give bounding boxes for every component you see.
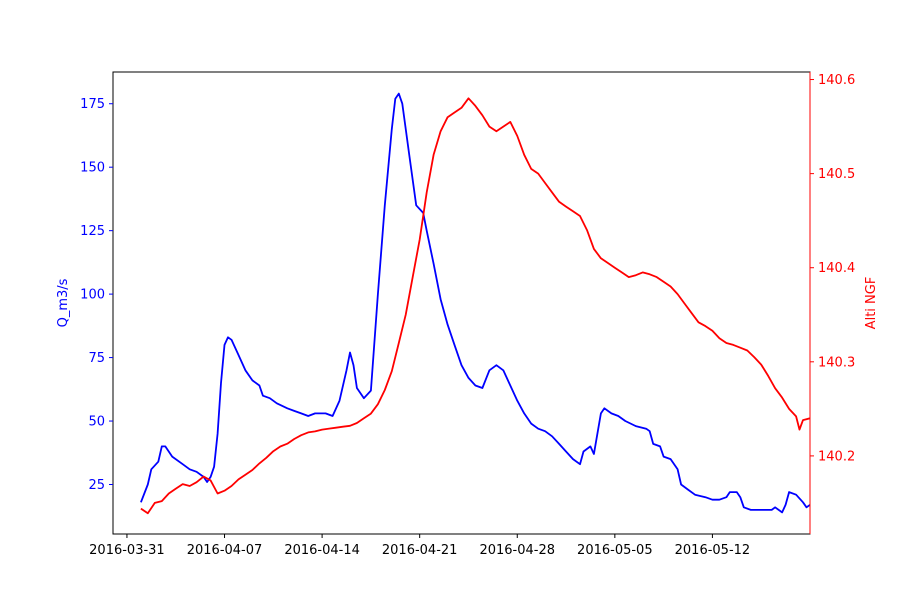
left-y-axis-label: Q_m3/s — [56, 278, 71, 327]
discharge-series-line — [140, 92, 810, 514]
x-axis: 2016-03-31 2016-04-07 2016-04-14 2016-04-21… — [89, 534, 750, 558]
altitude-series-line — [140, 97, 810, 515]
left-y-tick-label: 150 — [80, 161, 105, 176]
x-tick-label: 2016-04-21 — [382, 543, 458, 558]
right-y-tick-label: 140.2 — [818, 449, 855, 464]
plot-area — [112, 71, 811, 535]
plot-frame — [112, 71, 811, 535]
right-y-tick-label: 140.6 — [818, 73, 855, 88]
x-tick-label: 2016-05-05 — [577, 543, 653, 558]
left-y-tick-label: 125 — [80, 224, 105, 239]
right-y-tick-label: 140.3 — [818, 355, 855, 370]
right-y-axis-label: Alti NGF — [864, 277, 879, 330]
left-y-tick-label: 25 — [88, 478, 105, 493]
x-tick-label: 2016-03-31 — [89, 543, 165, 558]
left-y-axis: 25 50 75 100 125 150 175 — [80, 97, 113, 493]
right-y-axis: 140.2 140.3 140.4 140.5 140.6 — [809, 72, 855, 534]
right-y-tick-label: 140.5 — [818, 167, 855, 182]
left-y-tick-label: 50 — [88, 415, 105, 430]
x-tick-label: 2016-05-12 — [675, 543, 751, 558]
x-tick-label: 2016-04-07 — [187, 543, 263, 558]
right-y-tick-label: 140.4 — [818, 261, 855, 276]
left-y-tick-label: 175 — [80, 97, 105, 112]
x-tick-label: 2016-04-14 — [284, 543, 360, 558]
x-tick-label: 2016-04-28 — [479, 543, 555, 558]
left-y-tick-label: 100 — [80, 288, 105, 303]
left-y-tick-label: 75 — [88, 351, 105, 366]
